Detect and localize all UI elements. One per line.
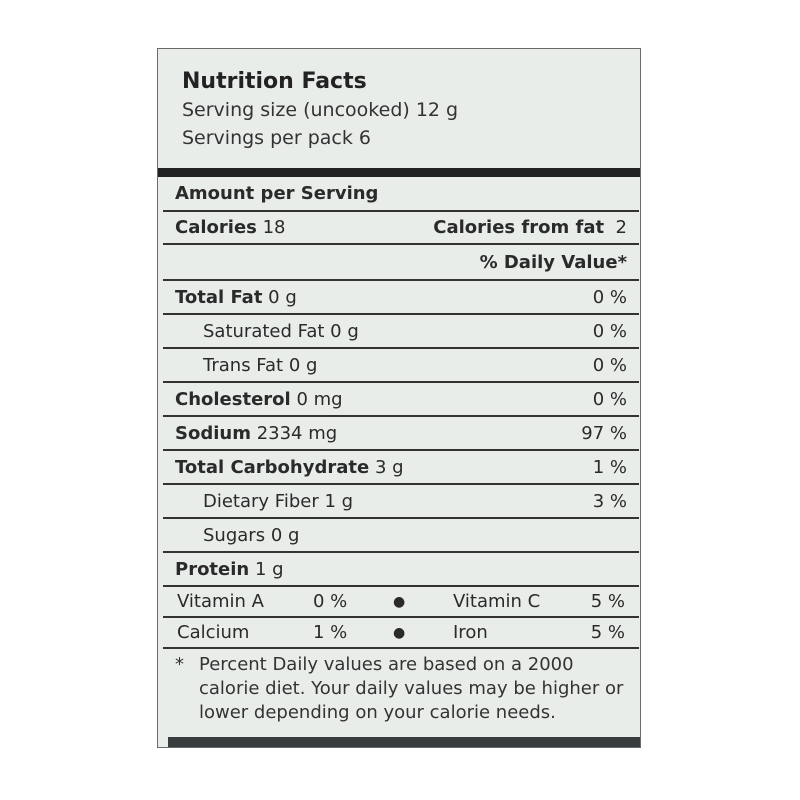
nutrient-label: Dietary Fiber (203, 490, 319, 512)
calories-from-fat-value: 2 (615, 217, 627, 238)
nutrient-daily-value: 0 % (592, 354, 627, 376)
calories-row: Calories 18 Calories from fat 2 (163, 212, 639, 245)
nutrient-row: Sugars 0 g (163, 519, 639, 553)
nutrient-daily-value: 1 % (592, 456, 627, 478)
nutrient-amount: 0 g (330, 320, 359, 342)
vitamin-right-value: 5 % (590, 591, 625, 612)
nutrition-facts-label: Nutrition Facts Serving size (uncooked) … (157, 48, 641, 748)
label-header: Nutrition Facts Serving size (uncooked) … (158, 49, 640, 168)
vitamin-right-label: Iron (453, 622, 488, 643)
nutrient-daily-value: 0 % (592, 286, 627, 308)
serving-size: Serving size (uncooked) 12 g (182, 99, 459, 121)
nutrient-row: Saturated Fat 0 g 0 % (163, 315, 639, 349)
nutrient-amount: 0 g (270, 524, 300, 546)
nutrient-amount: 0 mg (296, 388, 343, 410)
nutrient-row: Trans Fat 0 g 0 % (163, 349, 639, 383)
vitamin-left-label: Calcium (177, 622, 250, 643)
vitamin-right-value: 5 % (590, 622, 625, 643)
thick-divider (158, 168, 640, 177)
nutrient-amount: 3 g (374, 456, 404, 478)
vitamin-row: Vitamin A 0 % ● Vitamin C 5 % (163, 587, 639, 618)
nutrient-amount: 0 g (268, 286, 297, 308)
daily-value-header: % Daily Value* (479, 251, 627, 273)
nutrient-daily-value: 0 % (592, 388, 627, 410)
nutrient-label: Sugars (203, 524, 266, 546)
nutrient-row: Protein 1 g (163, 553, 639, 587)
amount-per-serving-row: Amount per Serving (163, 177, 639, 212)
bottom-bar (168, 737, 640, 747)
vitamin-row: Calcium 1 % ● Iron 5 % (163, 618, 639, 649)
nutrient-label: Trans Fat (203, 354, 284, 376)
calories-from-fat-label: Calories from fat (433, 217, 605, 238)
nutrient-amount: 2334 mg (256, 422, 338, 444)
nutrient-label: Cholesterol (175, 388, 291, 410)
nutrient-label: Protein (175, 558, 250, 580)
nutrient-label: Total Carbohydrate (175, 456, 370, 478)
bullet-icon: ● (393, 624, 406, 641)
servings-per-pack: Servings per pack 6 (182, 127, 372, 149)
nutrient-row: Total Fat 0 g 0 % (163, 281, 639, 315)
nutrient-label: Saturated Fat (203, 320, 325, 342)
nutrient-amount: 0 g (288, 354, 318, 376)
vitamin-left-value: 0 % (313, 591, 348, 612)
nutrient-row: Dietary Fiber 1 g 3 % (163, 485, 639, 519)
nutrient-label: Sodium (175, 422, 251, 444)
amount-per-serving: Amount per Serving (175, 183, 379, 204)
label-title: Nutrition Facts (182, 69, 367, 94)
footnote-star: * (175, 654, 184, 675)
nutrient-amount: 1 g (324, 490, 354, 512)
daily-value-header-row: % Daily Value* (163, 245, 639, 281)
nutrient-daily-value: 97 % (581, 422, 627, 444)
nutrient-row: Cholesterol 0 mg 0 % (163, 383, 639, 417)
nutrient-daily-value: 0 % (592, 320, 627, 342)
nutrient-daily-value: 3 % (592, 490, 627, 512)
calories-value: 18 (262, 217, 286, 238)
vitamin-left-value: 1 % (313, 622, 348, 643)
nutrient-row: Sodium 2334 mg 97 % (163, 417, 639, 451)
vitamin-right-label: Vitamin C (453, 591, 541, 612)
nutrient-label: Total Fat (175, 286, 263, 308)
footnote-text: Percent Daily values are based on a 2000… (199, 654, 624, 723)
bullet-icon: ● (393, 593, 406, 610)
vitamin-left-label: Vitamin A (177, 591, 264, 612)
nutrient-row: Total Carbohydrate 3 g 1 % (163, 451, 639, 485)
nutrient-amount: 1 g (254, 558, 284, 580)
footnote: * Percent Daily values are based on a 20… (163, 653, 633, 737)
calories-label: Calories (175, 217, 257, 238)
